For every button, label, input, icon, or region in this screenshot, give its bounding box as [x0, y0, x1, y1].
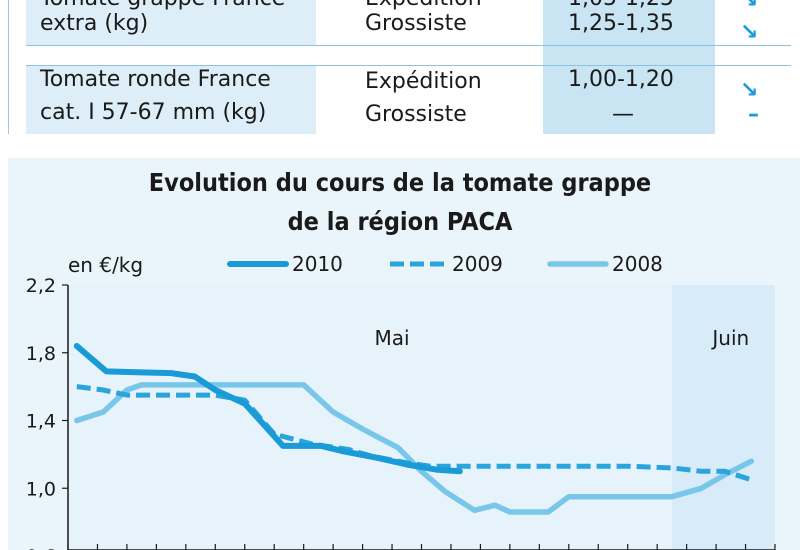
period-label: Mai	[375, 326, 410, 350]
chart-legend: 2010 2009 2008	[230, 252, 663, 276]
y-tick-label: 0,6	[26, 546, 56, 550]
y-tick-label: 1,8	[26, 343, 56, 365]
legend-label-2010: 2010	[292, 252, 343, 276]
y-tick-label: 1,0	[26, 478, 56, 500]
juin-period-band	[672, 285, 775, 550]
y-tick-label: 1,4	[26, 411, 56, 433]
period-label: Juin	[710, 326, 749, 350]
legend-label-2009: 2009	[452, 252, 503, 276]
y-tick-label: 2,2	[26, 275, 56, 297]
y-axis-title: en €/kg	[68, 253, 143, 277]
plot-area	[68, 285, 672, 550]
chart-grid	[68, 285, 672, 550]
legend-label-2008: 2008	[612, 252, 663, 276]
